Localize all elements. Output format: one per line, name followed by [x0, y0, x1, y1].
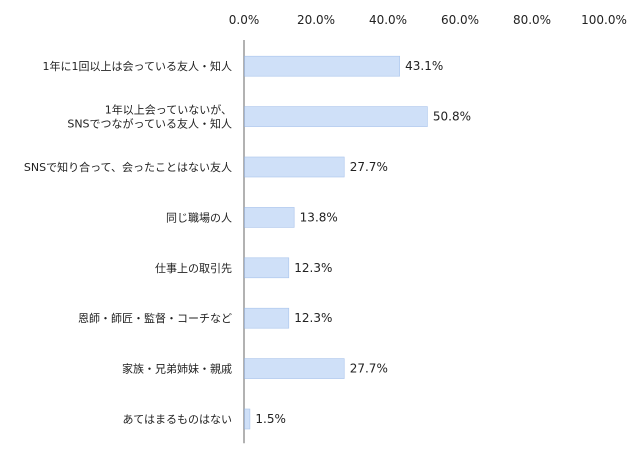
category-label: 1年に1回以上は会っている友人・知人: [43, 59, 232, 73]
category-label: 同じ職場の人: [166, 211, 232, 224]
x-tick-label: 20.0%: [297, 13, 335, 27]
data-label: 43.1%: [405, 59, 443, 73]
x-tick-label: 0.0%: [229, 13, 260, 27]
x-tick-label: 60.0%: [441, 13, 479, 27]
category-label: あてはまるものはない: [122, 413, 232, 426]
data-label: 12.3%: [294, 311, 332, 325]
bar: [244, 106, 428, 127]
value-labels: 43.1% 50.8% 27.7% 13.8% 12.3% 12.3% 27.7% 1.5%: [255, 59, 471, 426]
category-label: 1年以上会っていないが、: [105, 103, 232, 117]
bar: [244, 358, 345, 379]
category-labels: 1年に1回以上は会っている友人・知人 1年以上会っていないが、SNSでつながってい…: [24, 59, 232, 426]
x-tick-label: 80.0%: [513, 13, 551, 27]
x-tick-label: 40.0%: [369, 13, 407, 27]
category-label: SNSで知り合って、会ったことはない友人: [24, 160, 232, 174]
data-label: 12.3%: [294, 261, 332, 275]
data-label: 27.7%: [350, 362, 388, 376]
data-label: 27.7%: [350, 160, 388, 174]
bar: [244, 207, 295, 228]
bar: [244, 257, 290, 279]
data-label: 50.8%: [433, 110, 471, 124]
category-label: 恩師・師匠・監督・コーチなど: [78, 311, 232, 325]
x-tick-label: 100.0%: [581, 13, 627, 27]
x-tick-labels: 0.0% 20.0% 40.0% 60.0% 80.0% 100.0%: [229, 13, 627, 27]
bar: [244, 408, 251, 430]
category-label: 家族・兄弟姉妹・親戚: [122, 362, 232, 376]
bars: [244, 55, 428, 430]
data-label: 13.8%: [300, 210, 338, 224]
data-label: 1.5%: [255, 412, 286, 426]
category-label: 仕事上の取引先: [155, 261, 232, 275]
bar: [244, 55, 400, 77]
bar: [244, 156, 345, 178]
category-label: SNSでつながっている友人・知人: [67, 117, 232, 131]
bar: [244, 307, 290, 329]
